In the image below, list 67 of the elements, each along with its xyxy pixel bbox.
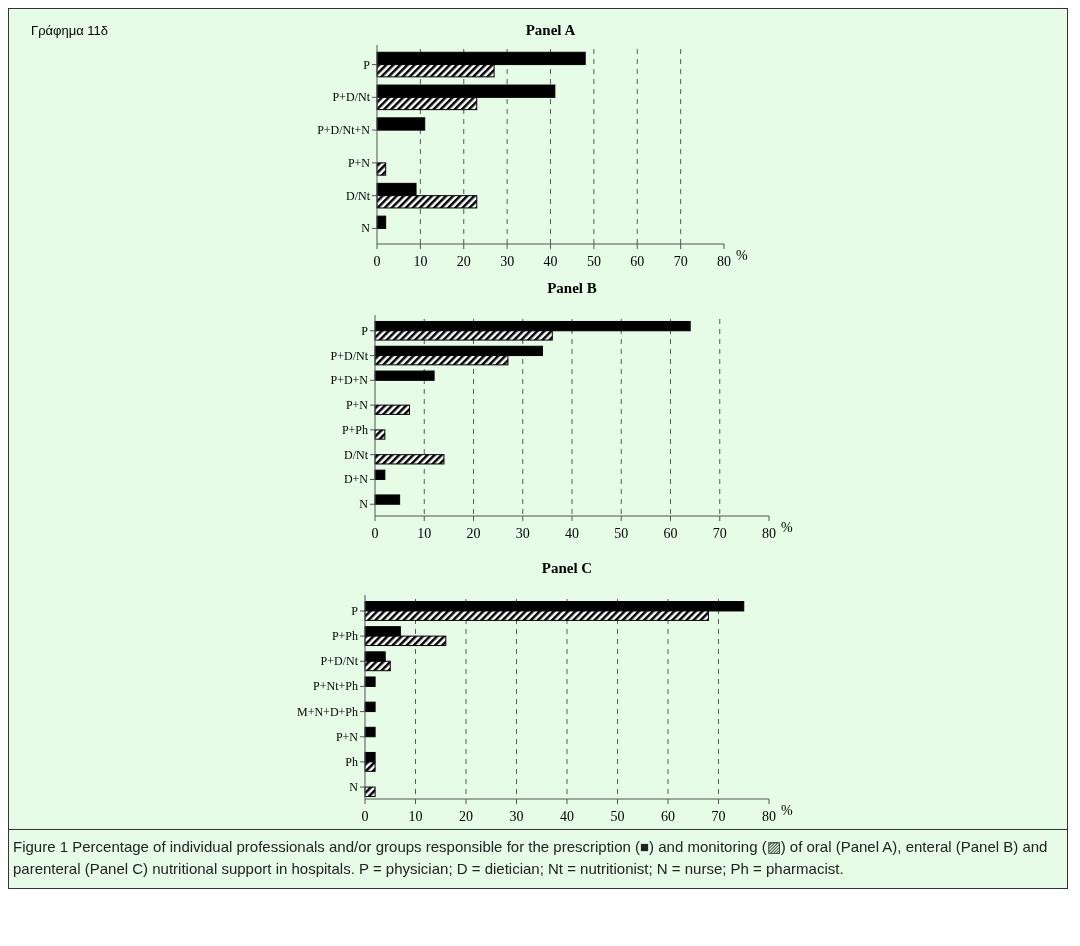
x-tick-label: 10 (408, 809, 423, 824)
x-tick-label: 20 (459, 809, 473, 824)
chart-title: Panel A (525, 22, 576, 38)
y-tick-label: D/Nt (344, 447, 369, 462)
x-tick-label: 0 (373, 254, 381, 269)
bar (364, 786, 376, 797)
x-tick-label: 20 (466, 526, 481, 541)
x-tick-label: 20 (456, 254, 471, 269)
x-tick-label: 50 (586, 254, 601, 269)
y-tick-label: P+N (335, 729, 359, 744)
bar (364, 701, 376, 713)
y-tick-label: P+Ph (341, 422, 368, 437)
y-tick-label: P (363, 57, 371, 72)
y-tick-label: P+Ph (331, 629, 358, 644)
x-tick-label: 80 (717, 254, 731, 269)
x-tick-label: 70 (712, 526, 727, 541)
y-tick-label: P+N (347, 155, 371, 170)
y-tick-label: P+D/Nt (320, 654, 359, 669)
bar (374, 370, 435, 381)
y-tick-label: P+Nt+Ph (313, 679, 358, 694)
x-tick-label: 30 (500, 254, 515, 269)
x-tick-label: 60 (663, 526, 678, 541)
bar (374, 429, 386, 440)
bar (376, 117, 426, 131)
y-tick-label: P+D/Nt+N (317, 123, 371, 138)
y-tick-label: P+D+N (330, 373, 369, 388)
x-tick-label: 40 (543, 254, 558, 269)
x-tick-label: 0 (371, 526, 379, 541)
y-tick-label: N (359, 497, 369, 512)
x-tick-label: 30 (515, 526, 530, 541)
y-tick-label: Ph (345, 754, 358, 769)
x-tick-label: 80 (762, 809, 776, 824)
x-axis-title: % (781, 803, 793, 818)
y-tick-label: N (361, 221, 371, 236)
x-tick-label: 50 (614, 526, 629, 541)
x-tick-label: 30 (509, 809, 524, 824)
x-tick-label: 60 (661, 809, 675, 824)
bar (374, 494, 401, 505)
y-tick-label: M+N+D+Ph (297, 704, 358, 719)
bar (374, 404, 410, 415)
x-tick-label: 10 (413, 254, 428, 269)
x-tick-label: 70 (673, 254, 688, 269)
x-tick-label: 50 (610, 809, 625, 824)
bar (364, 676, 376, 687)
y-tick-label: P (361, 323, 369, 338)
bar (374, 469, 386, 480)
y-tick-label: P+N (345, 398, 369, 413)
bar (374, 454, 445, 465)
y-tick-label: N (349, 780, 359, 795)
x-tick-label: 0 (361, 809, 369, 824)
x-tick-label: 40 (560, 809, 574, 824)
y-tick-label: P+D/Nt (332, 90, 371, 105)
y-tick-label: D+N (343, 472, 369, 487)
chart-title: Panel B (547, 280, 597, 296)
y-tick-label: D/Nt (346, 188, 371, 203)
x-tick-label: 80 (762, 526, 776, 541)
x-tick-label: 60 (630, 254, 645, 269)
text: Γράφημα 11δ (31, 23, 109, 38)
x-tick-label: 70 (711, 809, 726, 824)
chart-title: Panel C (541, 560, 593, 576)
x-axis-title: % (781, 520, 793, 535)
x-axis-title: % (736, 248, 748, 263)
caption: Figure 1 Percentage of individual professionals and/or groups responsible for the prescription (■) and monitoring (▨) of oral (Panel A), enteral (Panel B) and parenteral (Panel C) nutritional support in hospitals. P = physician; D = dietician; Nt = nutritionist; N = nurse; Ph = pharmacist. (9, 829, 1067, 888)
y-tick-label: P+D/Nt (330, 348, 369, 363)
x-tick-label: 10 (417, 526, 432, 541)
y-tick-label: P (351, 603, 359, 618)
x-tick-label: 40 (565, 526, 579, 541)
